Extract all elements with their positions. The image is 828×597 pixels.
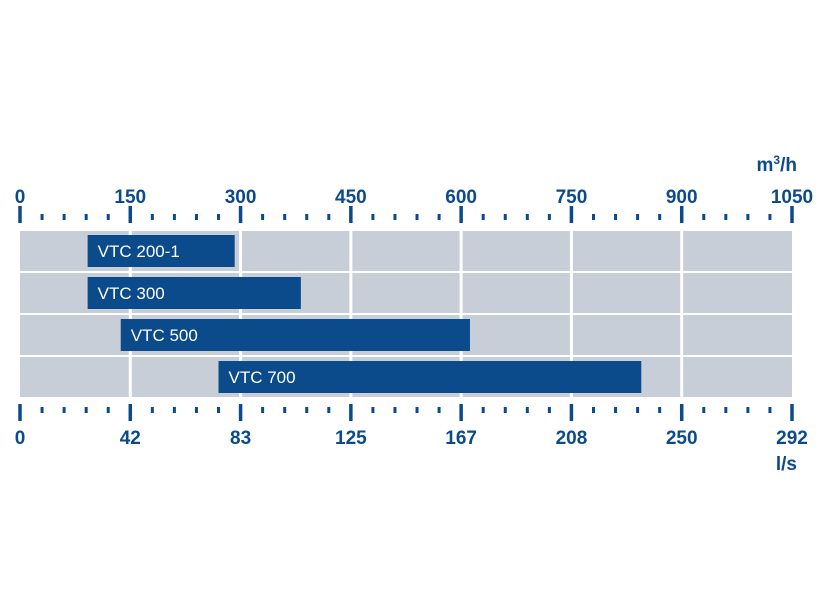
bottom-axis: 0 42 83 125 167 208 250 292 [15, 404, 808, 449]
top-axis-unit: m3/h [757, 153, 797, 176]
tick-label: 300 [225, 187, 257, 208]
tick-label: 750 [556, 187, 588, 208]
tick-label: 450 [335, 187, 367, 208]
bars: VTC 200-1 VTC 300 VTC 500 VTC 700 [87, 235, 642, 393]
tick-label: 600 [445, 187, 477, 208]
tick-label: 167 [445, 428, 477, 449]
top-axis: 0 150 300 450 600 750 900 1050 [15, 187, 813, 223]
bar [120, 319, 470, 351]
bar-label: VTC 200-1 [98, 242, 180, 261]
bottom-axis-unit: l/s [776, 454, 797, 475]
tick-label: 292 [776, 428, 808, 449]
bar [87, 235, 235, 267]
tick-label: 125 [335, 428, 367, 449]
tick-label: 0 [15, 428, 26, 449]
bar-label: VTC 300 [98, 284, 165, 303]
tick-label: 900 [666, 187, 698, 208]
tick-label: 150 [114, 187, 146, 208]
bar-label: VTC 700 [229, 368, 296, 387]
bar-label: VTC 500 [131, 326, 198, 345]
tick-label: 83 [230, 428, 251, 449]
tick-label: 0 [15, 187, 26, 208]
bar [87, 277, 301, 309]
tick-label: 250 [666, 428, 698, 449]
tick-label: 208 [556, 428, 588, 449]
bar [218, 361, 642, 393]
tick-label: 42 [120, 428, 141, 449]
tick-label: 1050 [771, 187, 813, 208]
